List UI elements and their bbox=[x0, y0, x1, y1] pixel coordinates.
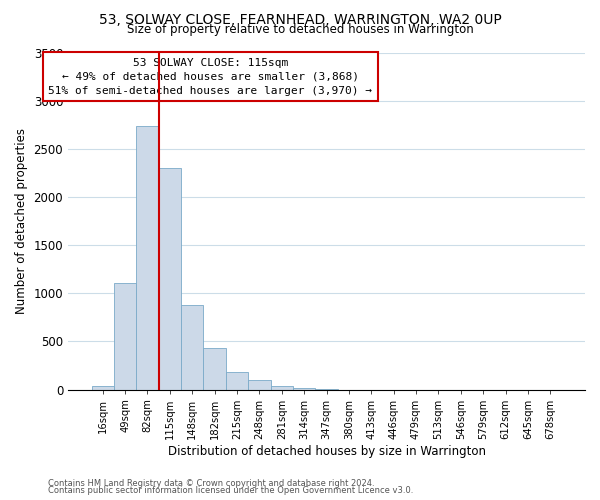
Text: 53, SOLWAY CLOSE, FEARNHEAD, WARRINGTON, WA2 0UP: 53, SOLWAY CLOSE, FEARNHEAD, WARRINGTON,… bbox=[98, 12, 502, 26]
Text: Contains public sector information licensed under the Open Government Licence v3: Contains public sector information licen… bbox=[48, 486, 413, 495]
Bar bbox=[271, 386, 293, 390]
Bar bbox=[92, 386, 114, 390]
Bar bbox=[181, 305, 203, 390]
Text: Size of property relative to detached houses in Warrington: Size of property relative to detached ho… bbox=[127, 22, 473, 36]
Bar bbox=[293, 388, 316, 390]
Bar bbox=[136, 126, 158, 390]
Bar bbox=[248, 380, 271, 390]
Bar bbox=[114, 282, 136, 390]
Y-axis label: Number of detached properties: Number of detached properties bbox=[15, 128, 28, 314]
Text: 53 SOLWAY CLOSE: 115sqm
← 49% of detached houses are smaller (3,868)
51% of semi: 53 SOLWAY CLOSE: 115sqm ← 49% of detache… bbox=[48, 58, 372, 96]
Bar bbox=[203, 348, 226, 390]
Text: Contains HM Land Registry data © Crown copyright and database right 2024.: Contains HM Land Registry data © Crown c… bbox=[48, 478, 374, 488]
Bar bbox=[226, 372, 248, 390]
Bar bbox=[158, 168, 181, 390]
X-axis label: Distribution of detached houses by size in Warrington: Distribution of detached houses by size … bbox=[167, 444, 485, 458]
